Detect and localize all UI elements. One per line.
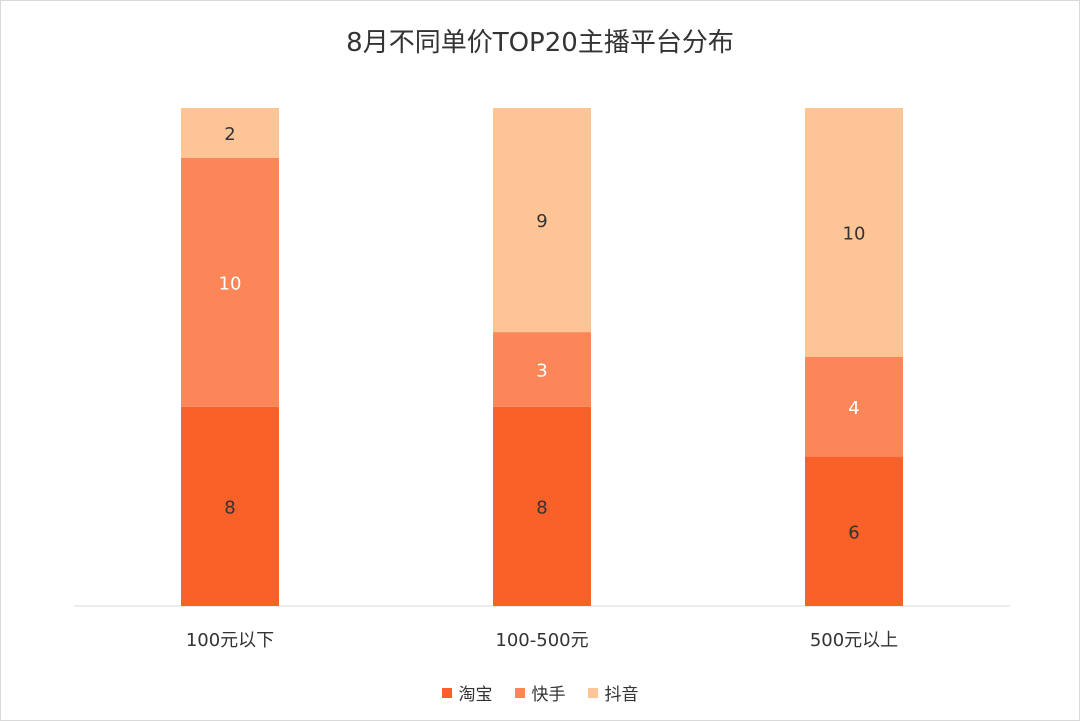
bar-segment-抖音-100元以下	[181, 108, 279, 158]
bar-segment-抖音-100-500元	[493, 108, 591, 333]
data-label: 4	[848, 398, 859, 419]
bar-segment-快手-100元以下	[181, 157, 279, 407]
x-tick-label: 500元以上	[810, 630, 898, 651]
legend-label: 抖音	[604, 685, 639, 705]
bar-segment-抖音-500元以上	[805, 108, 903, 357]
chart-title: 8月不同单价TOP20主播平台分布	[346, 28, 734, 58]
bar-segment-快手-500元以上	[805, 357, 903, 457]
legend-swatch	[514, 687, 525, 698]
bar-segment-快手-100-500元	[493, 332, 591, 407]
legend-item: 抖音	[587, 680, 639, 705]
legend-swatch	[441, 687, 452, 698]
data-label: 10	[219, 273, 242, 294]
legend-label: 淘宝	[458, 685, 493, 705]
data-label: 9	[536, 211, 547, 232]
bar-segment-淘宝-100-500元	[493, 406, 591, 606]
data-label: 3	[536, 360, 547, 381]
chart-legend: 淘宝 快手 抖音	[0, 680, 1080, 705]
legend-item: 淘宝	[441, 680, 493, 705]
data-label: 6	[848, 522, 859, 543]
bar-segment-淘宝-100元以下	[181, 406, 279, 606]
legend-item: 快手	[514, 680, 566, 705]
data-label: 8	[224, 497, 235, 518]
stacked-bar-chart: 8 10 2 100元以下 8 3 9 100-500元 6 4 10 500元以上	[74, 108, 1010, 651]
data-label: 2	[224, 124, 235, 145]
bar-segment-淘宝-500元以上	[805, 456, 903, 606]
x-tick-label: 100元以下	[186, 630, 274, 651]
legend-label: 快手	[531, 685, 566, 705]
legend-swatch	[587, 687, 598, 698]
data-label: 8	[536, 497, 547, 518]
x-tick-label: 100-500元	[495, 630, 588, 651]
data-label: 10	[843, 224, 866, 245]
